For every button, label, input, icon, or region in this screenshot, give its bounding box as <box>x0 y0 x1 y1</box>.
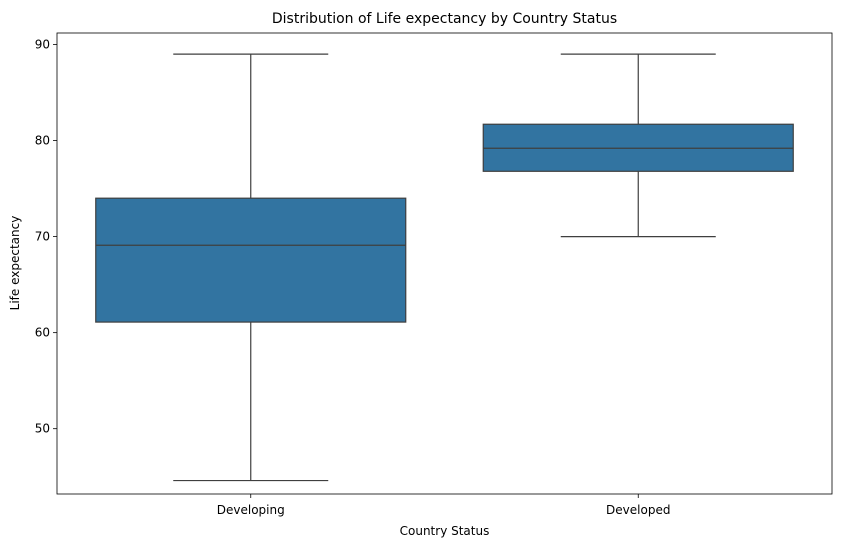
x-tick-label: Developing <box>217 503 285 517</box>
chart-title: Distribution of Life expectancy by Count… <box>272 11 617 27</box>
y-tick-label: 50 <box>35 422 50 436</box>
x-tick-label: Developed <box>606 503 670 517</box>
y-tick-label: 70 <box>35 230 50 244</box>
plot-area <box>95 53 794 482</box>
iqr-box <box>95 197 407 323</box>
y-tick-label: 80 <box>35 134 50 148</box>
box-developing <box>95 53 407 482</box>
x-axis-label: Country Status <box>400 524 490 538</box>
y-axis-label: Life expectancy <box>8 216 22 311</box>
box-developed <box>482 53 794 238</box>
y-axis: 50 60 70 80 90 <box>35 38 57 436</box>
x-axis: Developing Developed <box>217 494 670 517</box>
y-tick-label: 90 <box>35 38 50 52</box>
plot-frame <box>56 32 833 495</box>
y-tick-label: 60 <box>35 326 50 340</box>
